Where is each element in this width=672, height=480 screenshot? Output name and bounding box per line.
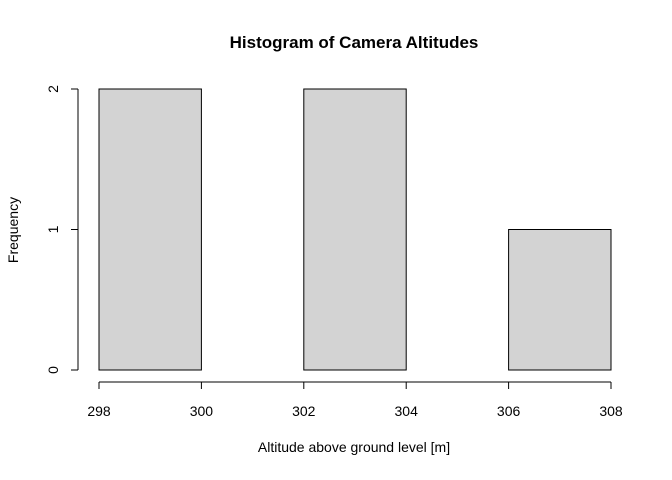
- y-axis: 0 1 2: [45, 85, 79, 374]
- y-tick-label-1: 1: [45, 225, 61, 233]
- x-tick-label-3: 304: [395, 403, 419, 419]
- histogram-bar-2: [303, 88, 407, 371]
- bars-group: [98, 88, 612, 371]
- x-axis-label: Altitude above ground level [m]: [258, 439, 450, 455]
- x-tick-label-5: 308: [599, 403, 623, 419]
- histogram-bar-4: [508, 229, 612, 371]
- y-tick-label-2: 2: [45, 85, 61, 93]
- x-axis: 298 300 302 304 306 308: [87, 381, 623, 419]
- x-tick-label-0: 298: [87, 403, 111, 419]
- histogram-bar-0: [98, 88, 202, 371]
- y-axis-label: Frequency: [5, 197, 21, 263]
- chart-title: Histogram of Camera Altitudes: [230, 33, 479, 52]
- y-tick-label-0: 0: [45, 366, 61, 374]
- x-tick-label-4: 306: [497, 403, 521, 419]
- x-tick-label-2: 302: [292, 403, 316, 419]
- x-tick-label-1: 300: [190, 403, 214, 419]
